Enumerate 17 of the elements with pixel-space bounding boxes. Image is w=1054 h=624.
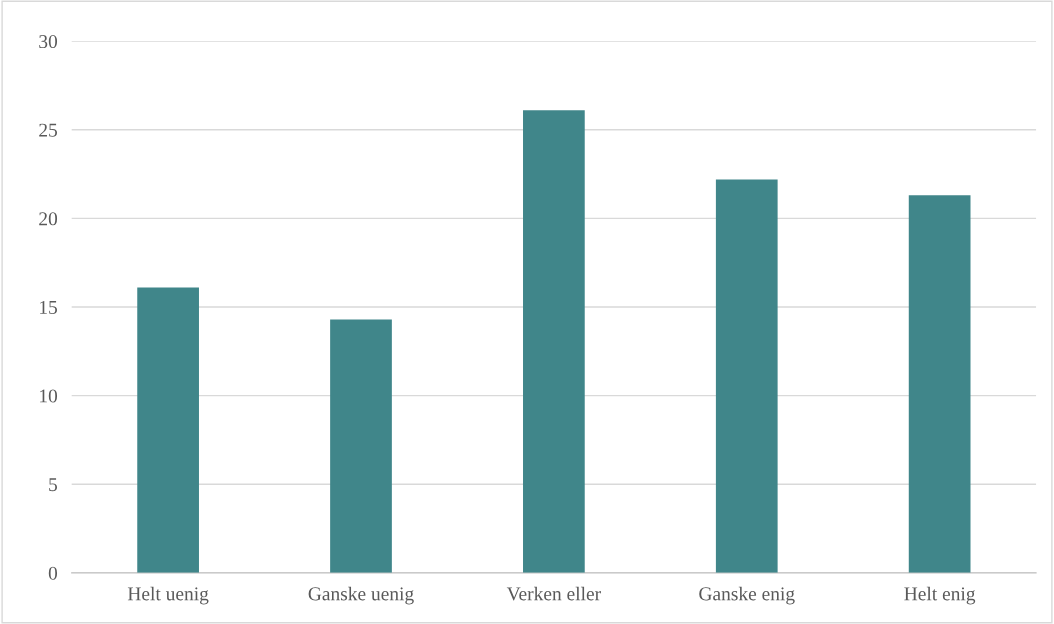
x-tick-label: Helt enig [904, 586, 976, 605]
bar [523, 110, 585, 573]
x-tick-label: Helt uenig [127, 586, 209, 605]
y-tick-label: 0 [48, 566, 58, 580]
x-tick-label: Verken eller [506, 586, 601, 601]
y-tick-label: 20 [39, 212, 58, 226]
bar [137, 287, 199, 573]
y-tick-label: 25 [39, 123, 58, 137]
x-tick-label: Ganske enig [699, 586, 795, 605]
y-tick-label: 15 [40, 300, 58, 314]
bar [330, 319, 392, 573]
y-tick-label: 30 [39, 35, 58, 49]
y-tick-label: 10 [40, 389, 58, 403]
y-tick-label: 5 [49, 478, 58, 492]
bar [715, 179, 778, 573]
bar [908, 195, 971, 573]
x-tick-label: Ganske uenig [308, 586, 414, 605]
